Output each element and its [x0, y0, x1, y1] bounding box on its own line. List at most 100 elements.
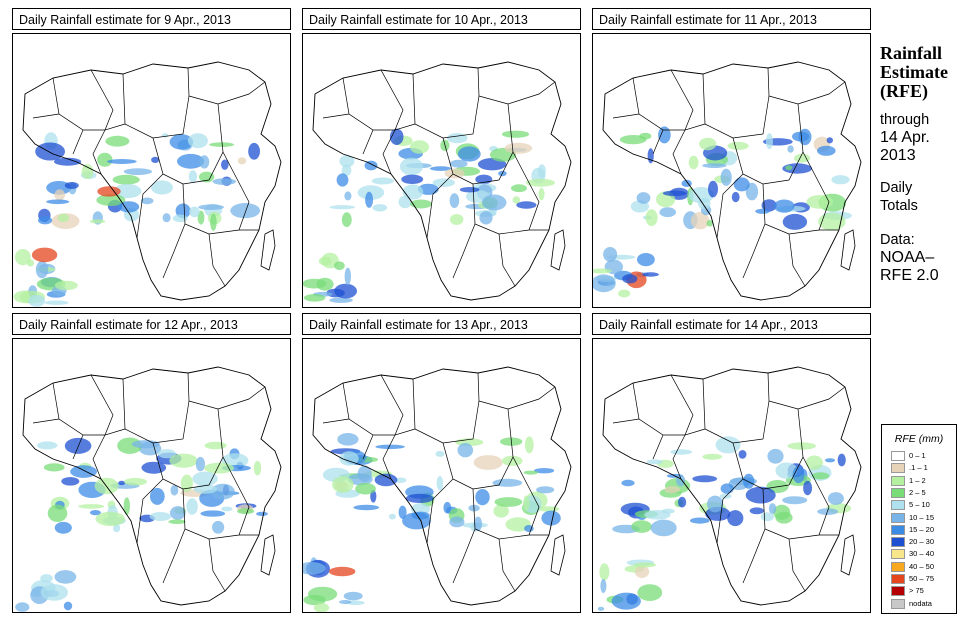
rainfall-patch: [803, 480, 813, 496]
rainfall-patch: [248, 142, 260, 160]
country-border: [92, 428, 126, 480]
country-border: [382, 428, 416, 480]
madagascar-outline: [550, 534, 566, 576]
country-border: [426, 173, 454, 239]
madagascar-outline: [260, 229, 276, 271]
rainfall-patch: [768, 503, 777, 514]
rainfall-patch: [702, 163, 727, 169]
rainfall-patch: [46, 181, 72, 195]
africa-coastline: [602, 366, 862, 606]
rainfall-patch: [97, 186, 121, 197]
rainfall-patch: [256, 511, 268, 516]
rainfall-patch: [642, 272, 659, 277]
rainfall-patch: [449, 516, 465, 528]
rainfall-patch: [204, 441, 227, 450]
panel-title: Daily Rainfall estimate for 11 Apr., 201…: [592, 8, 871, 30]
map-area: [302, 338, 581, 613]
country-border: [788, 233, 806, 287]
rainfall-map-panel-10-apr: Daily Rainfall estimate for 10 Apr., 201…: [302, 8, 581, 308]
rainfall-patch: [189, 206, 200, 218]
rainfall-patch: [523, 470, 538, 475]
rainfall-patch: [449, 193, 460, 209]
rainfall-patch: [169, 134, 194, 150]
rainfall-patch: [140, 197, 154, 205]
rainfall-patch: [473, 516, 483, 531]
rainfall-patch: [61, 477, 80, 486]
country-border: [612, 418, 640, 424]
rainfall-patch: [168, 519, 186, 524]
rainfall-patch: [636, 192, 651, 204]
rainfall-patch: [395, 477, 407, 483]
rainfall-patch: [405, 493, 434, 503]
country-border: [52, 69, 114, 131]
legend-label: 20 – 30: [909, 537, 935, 547]
map-area: [592, 338, 871, 613]
rainfall-patch: [794, 153, 811, 163]
rainfall-patch: [212, 520, 225, 534]
africa-coastline: [22, 61, 282, 301]
legend-item: 50 – 75: [891, 574, 934, 584]
rainfall-patch: [782, 213, 808, 230]
rainfall-patch: [494, 497, 523, 507]
rainfall-patch: [170, 485, 179, 496]
rainfall-patch: [637, 584, 663, 601]
map-area: [302, 33, 581, 308]
side-caption: Rainfall Estimate (RFE) through 14 Apr. …: [880, 44, 965, 285]
rainfall-patch: [210, 213, 217, 231]
rainfall-patch: [678, 496, 687, 508]
rainfall-patch: [337, 433, 359, 446]
rainfall-patch: [339, 155, 355, 168]
legend-label: > 75: [909, 586, 924, 596]
legend-swatch: [891, 561, 905, 572]
country-border: [452, 223, 476, 279]
country-border: [136, 173, 164, 239]
rainfall-patch: [727, 510, 744, 527]
rainfall-patch: [650, 519, 677, 537]
legend-label: nodata: [909, 598, 932, 608]
country-border: [342, 374, 404, 436]
rainfall-patch: [603, 247, 618, 262]
legend-item: 15 – 20: [891, 524, 934, 535]
country-border: [702, 372, 770, 444]
rainfall-patch: [727, 141, 749, 150]
rainfall-patch: [785, 165, 793, 171]
rainfall-patch: [410, 199, 432, 209]
rainfall-patch: [149, 487, 165, 505]
rainfall-patch: [429, 166, 452, 171]
country-border: [472, 151, 540, 235]
through-date: 14 Apr.: [880, 129, 930, 146]
legend-swatch: [891, 487, 905, 498]
rainfall-patch: [211, 483, 235, 500]
country-border: [442, 408, 514, 490]
rainfall-patch: [221, 506, 233, 512]
rainfall-patch: [537, 164, 546, 179]
rainfall-patch: [449, 159, 468, 168]
rainfall-map-panel-13-apr: Daily Rainfall estimate for 13 Apr., 201…: [302, 313, 581, 613]
country-border: [702, 67, 770, 139]
country-border: [762, 456, 830, 540]
rainfall-map-panel-12-apr: Daily Rainfall estimate for 12 Apr., 201…: [12, 313, 291, 613]
rainfall-patch: [15, 602, 30, 612]
country-border: [442, 103, 514, 185]
madagascar-outline: [550, 229, 566, 271]
rainfall-patch: [692, 475, 718, 483]
legend-swatch: [891, 586, 905, 597]
country-border: [762, 151, 830, 235]
rainfall-patch: [817, 145, 836, 156]
rainfall-patch: [303, 562, 326, 575]
rainfall-patch: [749, 507, 764, 515]
rainfall-patch: [481, 194, 507, 211]
rainfall-patch: [364, 160, 378, 171]
rainfall-map-panel-9-apr: Daily Rainfall estimate for 9 Apr., 2013: [12, 8, 291, 308]
rainfall-patch: [806, 195, 834, 209]
rainfall-patch: [192, 471, 218, 486]
rainfall-patch: [410, 503, 430, 515]
country-border: [342, 69, 404, 131]
rainfall-patch: [767, 448, 784, 464]
country-border: [452, 528, 476, 584]
rainfall-patch: [688, 155, 699, 170]
country-border: [632, 69, 694, 131]
rainfall-patch: [658, 126, 671, 144]
rainfall-patch: [303, 594, 326, 606]
madagascar-outline: [840, 229, 856, 271]
